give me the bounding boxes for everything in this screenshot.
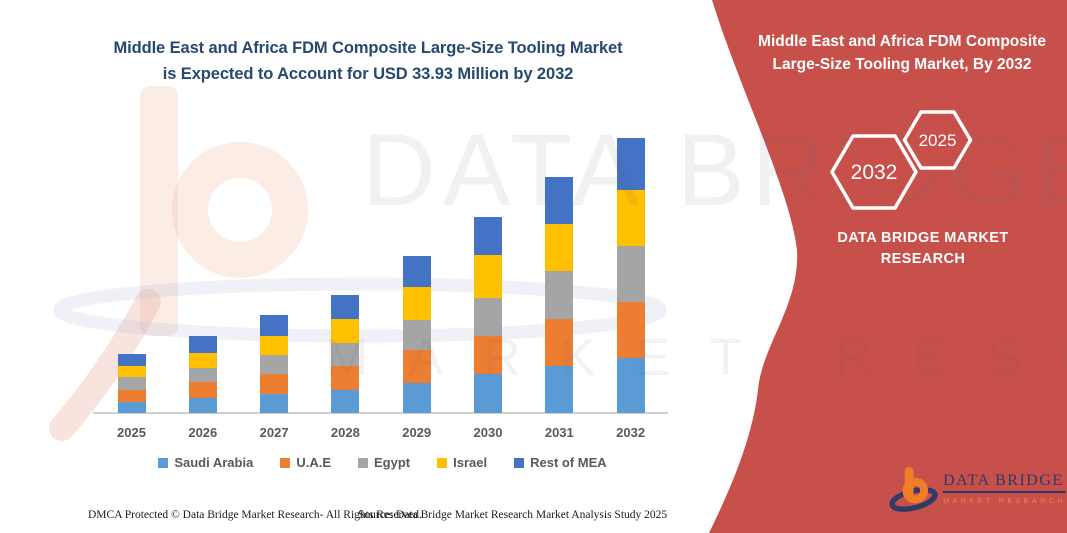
bar-segment-2031-egypt xyxy=(545,271,574,320)
bar-segment-2030-rest-of-mea xyxy=(474,216,502,255)
bar-segment-2029-rest-of-mea xyxy=(402,255,431,287)
chart-legend: Saudi Arabia U.A.E Egypt Israel Rest of MEA xyxy=(95,455,670,470)
bar-segment-2025-saudi-arabia xyxy=(117,401,146,413)
legend-item-u-a-e: U.A.E xyxy=(280,455,331,470)
bar-segment-2028-saudi-arabia xyxy=(331,389,360,413)
legend-label-rest-of-mea: Rest of MEA xyxy=(530,455,607,470)
legend-item-israel: Israel xyxy=(437,455,487,470)
legend-label-israel: Israel xyxy=(453,455,488,470)
bar-segment-2028-israel xyxy=(331,319,360,344)
x-axis-label-2027: 2027 xyxy=(259,425,289,440)
bar-segment-2025-israel xyxy=(117,366,146,378)
bar-segment-2027-israel xyxy=(260,335,289,356)
bar-segment-2029-israel xyxy=(402,286,431,320)
bar-segment-2025-egypt xyxy=(117,377,146,390)
bar-segment-2026-israel xyxy=(188,352,217,368)
bar-segment-2025-u-a-e xyxy=(117,389,146,402)
legend-swatch-saudi-arabia xyxy=(158,457,169,468)
legend-label-saudi-arabia: Saudi Arabia xyxy=(174,455,254,470)
bar-segment-2029-u-a-e xyxy=(402,349,431,383)
bar-segment-2031-saudi-arabia xyxy=(545,366,574,413)
bar-segment-2029-egypt xyxy=(402,319,431,350)
bar-segment-2032-saudi-arabia xyxy=(616,357,645,413)
watermark-b-stem xyxy=(140,86,178,336)
bar-segment-2027-saudi-arabia xyxy=(260,393,289,413)
legend-item-saudi-arabia: Saudi Arabia xyxy=(158,455,253,470)
bar-segment-2026-egypt xyxy=(188,367,217,383)
legend-swatch-u-a-e xyxy=(280,457,291,468)
bar-segment-2031-u-a-e xyxy=(545,319,574,367)
x-axis-label-2029: 2029 xyxy=(402,425,432,440)
bar-segment-2028-rest-of-mea xyxy=(331,295,360,320)
bar-segment-2027-rest-of-mea xyxy=(260,315,289,336)
watermark-swoosh-pink xyxy=(49,289,161,441)
x-axis-line xyxy=(93,412,668,414)
bar-segment-2026-u-a-e xyxy=(188,382,217,398)
legend-label-egypt: Egypt xyxy=(373,455,411,470)
bar-segment-2030-egypt xyxy=(474,297,502,336)
x-axis-label-2026: 2026 xyxy=(188,425,218,440)
bar-segment-2032-u-a-e xyxy=(616,301,645,358)
bar-segment-2030-saudi-arabia xyxy=(474,374,502,413)
watermark-swoosh-blue xyxy=(53,277,667,343)
legend-item-rest-of-mea: Rest of MEA xyxy=(514,455,607,470)
legend-item-egypt: Egypt xyxy=(357,455,411,470)
x-axis-label-2031: 2031 xyxy=(544,425,574,440)
bar-segment-2030-israel xyxy=(474,254,502,298)
x-axis-label-2025: 2025 xyxy=(117,425,146,440)
bar-segment-2032-egypt xyxy=(616,245,645,302)
bar-segment-2032-rest-of-mea xyxy=(616,137,645,191)
legend-swatch-israel xyxy=(437,457,448,468)
legend-swatch-rest-of-mea xyxy=(514,457,525,468)
legend-label-u-a-e: U.A.E xyxy=(296,455,331,470)
bar-segment-2029-saudi-arabia xyxy=(402,382,431,413)
bar-segment-2031-israel xyxy=(545,224,574,271)
bar-segment-2026-rest-of-mea xyxy=(188,335,217,353)
bar-segment-2025-rest-of-mea xyxy=(117,354,146,367)
bar-segment-2026-saudi-arabia xyxy=(188,397,217,413)
bar-segment-2027-u-a-e xyxy=(260,374,289,394)
watermark-b-bowl xyxy=(172,142,308,278)
x-axis-label-2032: 2032 xyxy=(616,425,646,440)
bar-segment-2028-egypt xyxy=(331,343,360,366)
bar-segment-2030-u-a-e xyxy=(474,335,502,375)
bar-segment-2031-rest-of-mea xyxy=(545,176,574,225)
x-axis-label-2028: 2028 xyxy=(330,425,360,440)
bar-segment-2028-u-a-e xyxy=(331,365,360,390)
bar-segment-2027-egypt xyxy=(260,355,289,375)
legend-swatch-egypt xyxy=(357,457,368,468)
bar-segment-2032-israel xyxy=(616,190,645,246)
x-axis-label-2030: 2030 xyxy=(473,425,503,440)
